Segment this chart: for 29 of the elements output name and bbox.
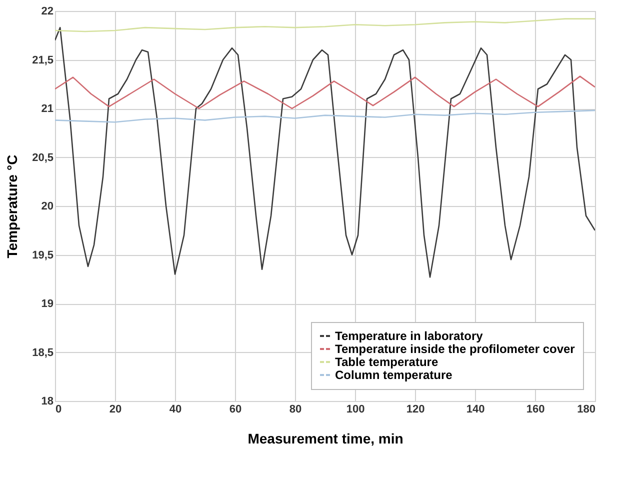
x-tick-label: 20 bbox=[109, 404, 122, 416]
y-tick-label: 22 bbox=[41, 6, 54, 18]
line-series bbox=[55, 18, 595, 32]
x-tick-label: 180 bbox=[577, 404, 596, 416]
legend-label: Table temperature bbox=[335, 355, 438, 369]
y-tick-label: 21 bbox=[41, 103, 54, 115]
line-series bbox=[55, 110, 595, 123]
x-tick-label: 120 bbox=[406, 404, 425, 416]
y-tick-label: 19,5 bbox=[32, 249, 54, 262]
y-axis-title: Temperature °C bbox=[4, 154, 20, 258]
y-tick-label: 20 bbox=[41, 200, 54, 212]
legend-label: Temperature in laboratory bbox=[335, 329, 484, 343]
x-tick-label: 0 bbox=[56, 404, 62, 416]
x-axis-title: Measurement time, min bbox=[248, 430, 404, 446]
x-tick-label: 40 bbox=[169, 404, 182, 416]
x-tick-label: 80 bbox=[289, 404, 302, 416]
x-tick-label: 60 bbox=[229, 404, 242, 416]
line-series bbox=[55, 26, 595, 278]
x-tick-label: 160 bbox=[526, 404, 545, 416]
legend-label: Column temperature bbox=[335, 368, 453, 382]
x-tick-label: 100 bbox=[346, 404, 365, 416]
y-tick-label: 19 bbox=[41, 298, 54, 310]
y-tick-label: 21,5 bbox=[32, 54, 54, 66]
legend-label: Temperature inside the profilometer cover bbox=[335, 342, 576, 356]
y-tick-label: 18 bbox=[41, 396, 54, 408]
x-tick-label: 140 bbox=[466, 404, 485, 416]
y-tick-label: 20,5 bbox=[32, 152, 54, 164]
y-tick-label: 18,5 bbox=[32, 346, 54, 359]
line-series bbox=[55, 76, 595, 110]
